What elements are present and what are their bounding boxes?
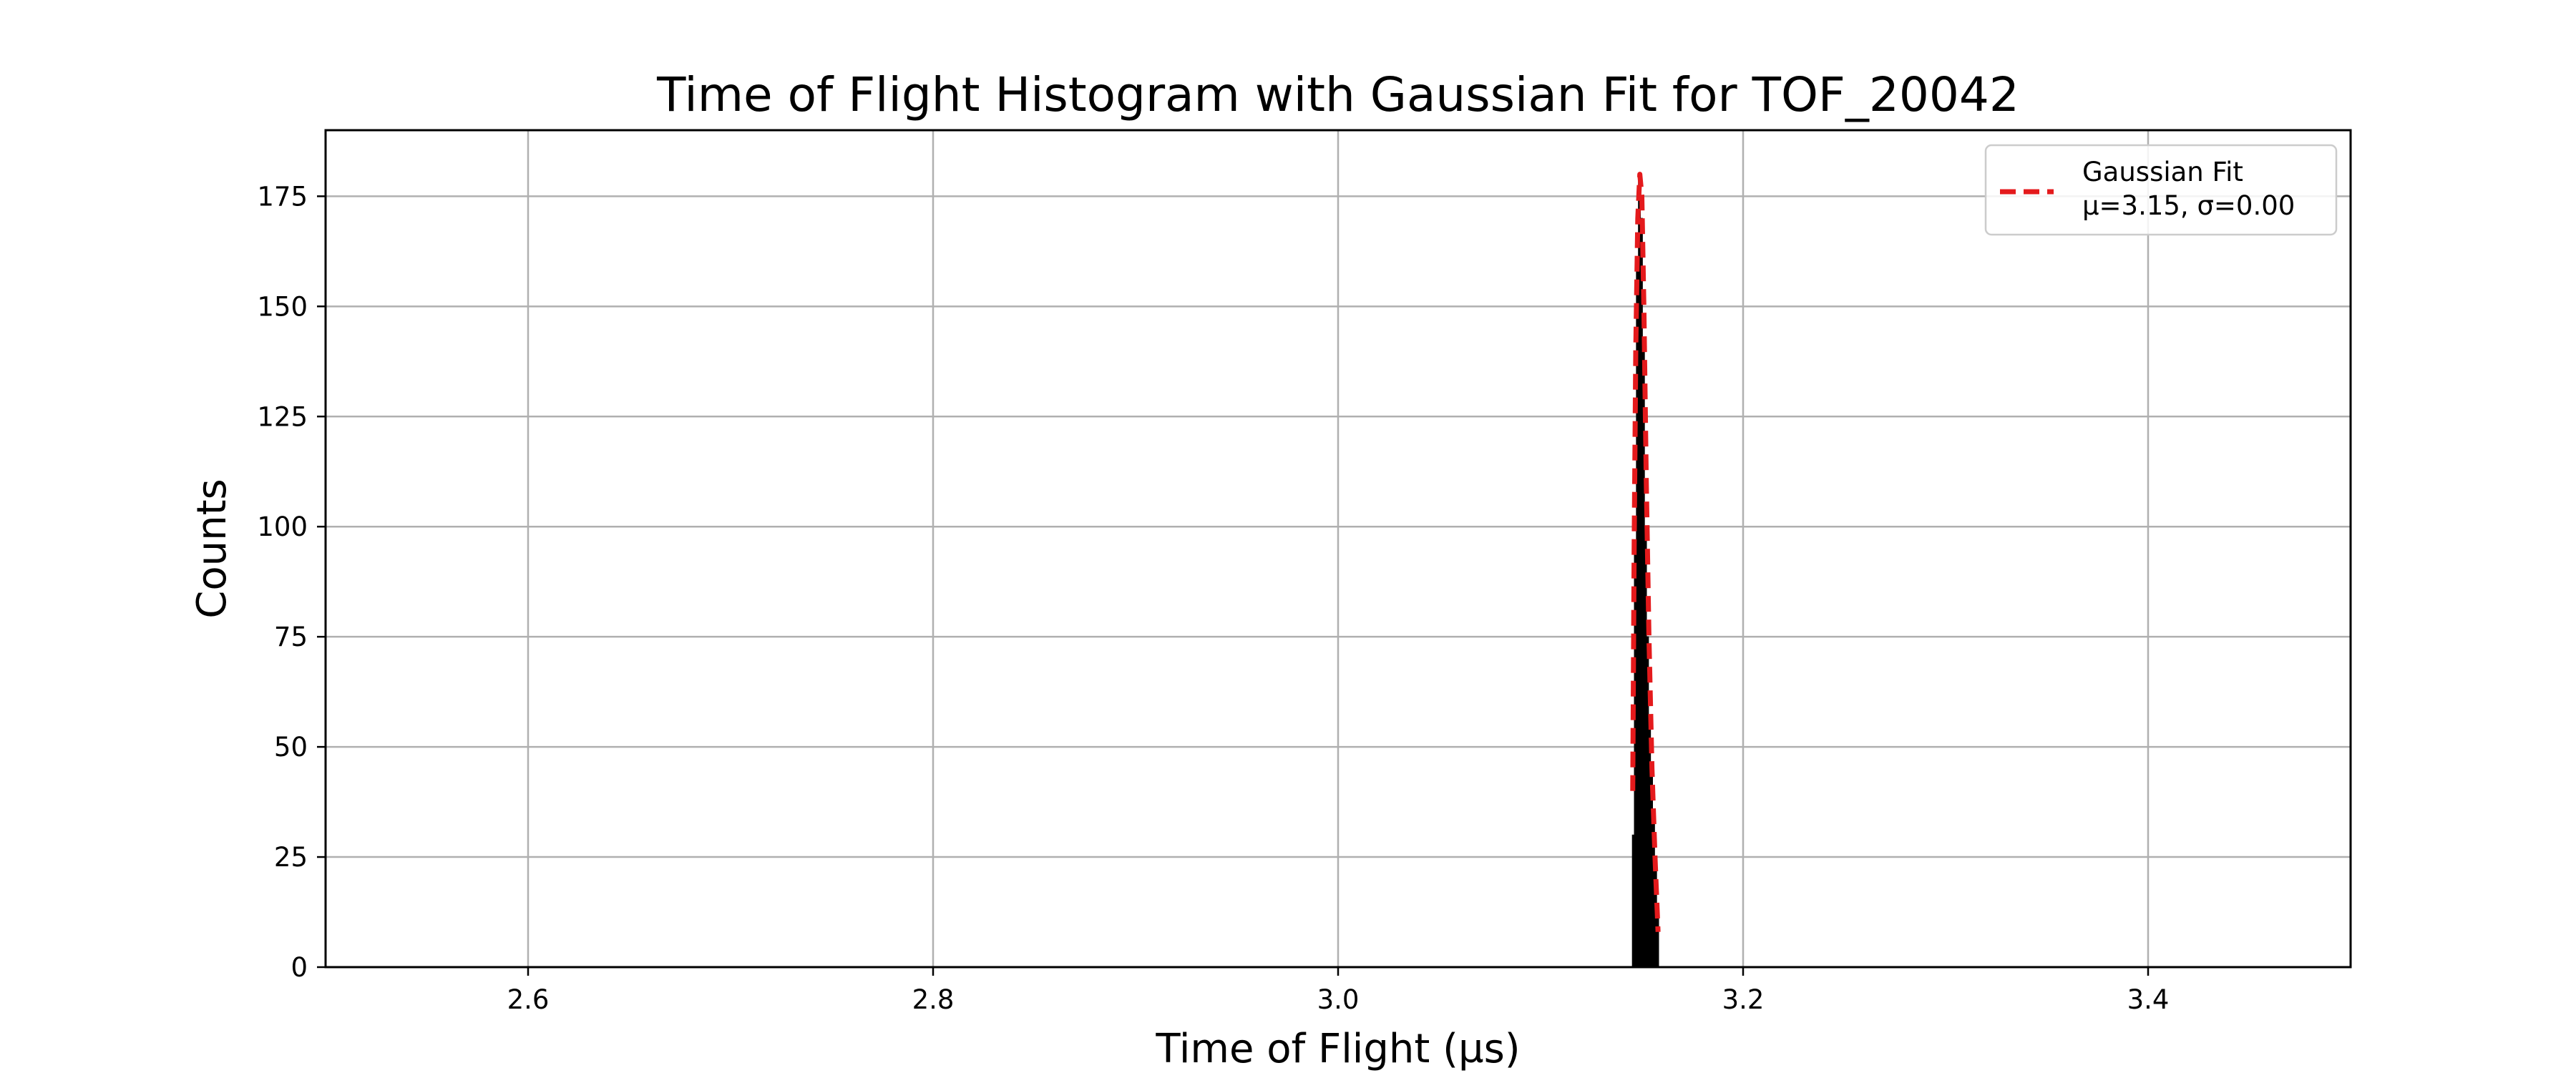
y-tick-label: 100	[257, 511, 308, 542]
y-tick-label: 175	[257, 181, 308, 212]
histogram-bar	[1656, 913, 1659, 968]
y-tick-label: 0	[291, 952, 308, 983]
legend-frame	[1984, 144, 2338, 236]
y-tick-label: 25	[274, 842, 308, 873]
y-axis-ticks: 0 25 50 75 100 125 150 175	[257, 181, 326, 983]
y-tick-label: 125	[257, 401, 308, 432]
y-tick-label: 75	[274, 622, 308, 652]
y-tick-label: 50	[274, 732, 308, 763]
legend: Gaussian Fit μ=3.15, σ=0.00	[1984, 144, 2338, 236]
legend-label-gaussian-fit: Gaussian Fit	[2082, 157, 2243, 187]
legend-fit-parameters: μ=3.15, σ=0.00	[2082, 190, 2295, 221]
x-tick-label: 3.2	[1722, 984, 1765, 1015]
x-axis-label: Time of Flight (µs)	[1155, 1026, 1520, 1072]
x-tick-label: 3.4	[2127, 984, 2170, 1015]
y-tick-label: 150	[257, 291, 308, 322]
gaussian-fit-layer	[1630, 172, 1661, 932]
x-tick-label: 2.6	[507, 984, 550, 1015]
chart-title: Time of Flight Histogram with Gaussian F…	[656, 67, 2019, 122]
x-axis-ticks: 2.6 2.8 3.0 3.2 3.4	[507, 967, 2170, 1015]
gaussian-fit-line	[1630, 172, 1661, 932]
x-tick-label: 2.8	[912, 984, 955, 1015]
x-tick-label: 3.0	[1317, 984, 1360, 1015]
y-axis-label: Counts	[189, 479, 235, 618]
